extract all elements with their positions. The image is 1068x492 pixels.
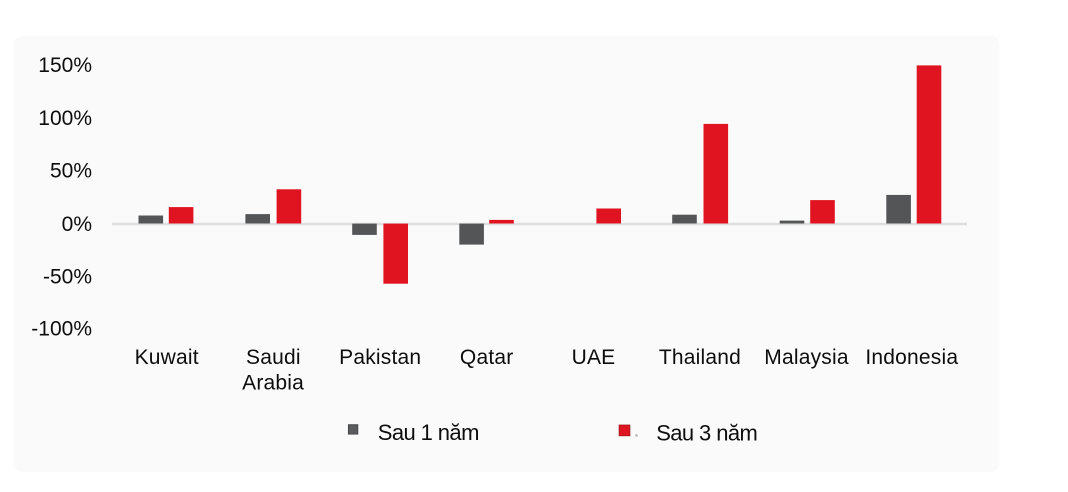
svg-text:Arabia: Arabia bbox=[242, 372, 304, 395]
svg-text:Saudi: Saudi bbox=[246, 346, 301, 369]
svg-text:Indonesia: Indonesia bbox=[865, 346, 958, 369]
svg-text:100%: 100% bbox=[38, 107, 92, 130]
svg-text:Kuwait: Kuwait bbox=[135, 346, 199, 369]
svg-text:Malaysia: Malaysia bbox=[764, 346, 849, 369]
svg-text:50%: 50% bbox=[50, 160, 92, 183]
svg-text:Pakistan: Pakistan bbox=[339, 346, 421, 369]
svg-text:Qatar: Qatar bbox=[460, 346, 514, 369]
svg-text:-100%: -100% bbox=[31, 318, 92, 341]
svg-text:Thailand: Thailand bbox=[659, 346, 741, 369]
svg-text:150%: 150% bbox=[38, 54, 92, 77]
svg-text:0%: 0% bbox=[62, 213, 92, 236]
svg-text:Sau 1 năm: Sau 1 năm bbox=[378, 420, 479, 445]
svg-text:UAE: UAE bbox=[572, 346, 616, 369]
svg-text:-50%: -50% bbox=[43, 266, 92, 289]
svg-text:Sau 3 năm: Sau 3 năm bbox=[656, 421, 757, 446]
